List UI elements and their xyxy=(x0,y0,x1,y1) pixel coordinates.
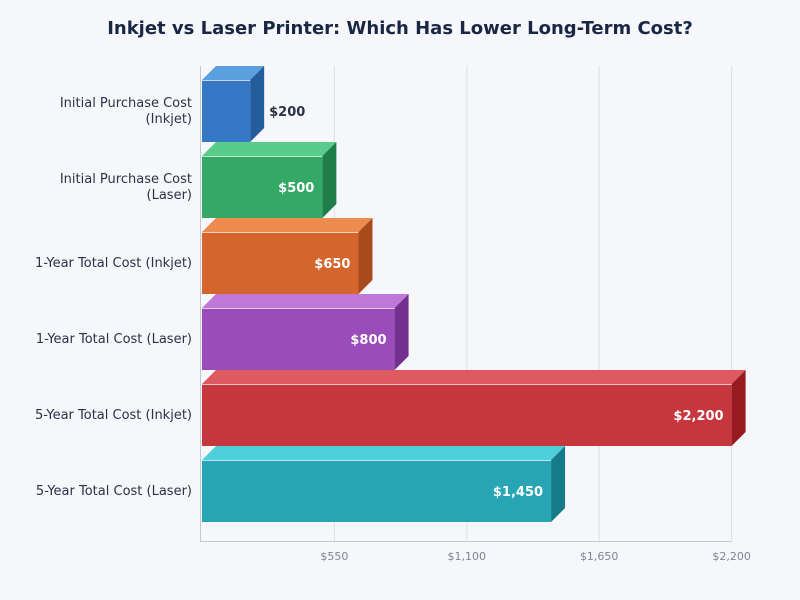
data-label: $1,450 xyxy=(493,485,543,500)
y-tick-label: 5-Year Total Cost (Laser) xyxy=(36,484,192,499)
bar xyxy=(202,384,732,446)
y-tick-label: 1-Year Total Cost (Laser) xyxy=(36,332,192,347)
bar-side-face xyxy=(322,142,337,218)
bar-group: $1,450 xyxy=(202,446,566,522)
x-tick-label: $1,100 xyxy=(448,550,487,563)
bar-top-face xyxy=(202,370,746,384)
bar-top-face xyxy=(202,218,373,232)
bar-side-face xyxy=(731,370,746,446)
bar xyxy=(202,460,552,522)
bar xyxy=(202,80,251,142)
y-tick-label: (Inkjet) xyxy=(146,112,192,127)
bar-top-face xyxy=(202,294,409,308)
y-tick-label: Initial Purchase Cost xyxy=(60,172,192,187)
y-tick-label: Initial Purchase Cost xyxy=(60,96,192,111)
y-tick-label: 1-Year Total Cost (Inkjet) xyxy=(35,256,192,271)
data-label: $2,200 xyxy=(673,409,723,424)
bar-top-face xyxy=(202,446,566,460)
bar-side-face xyxy=(551,446,566,522)
bar-side-face xyxy=(250,66,265,142)
x-tick-label: $2,200 xyxy=(712,550,751,563)
bar-group: $2,200 xyxy=(202,370,746,446)
y-tick-label: (Laser) xyxy=(147,188,192,203)
data-label: $650 xyxy=(314,257,350,272)
x-tick-label: $550 xyxy=(320,550,348,563)
bar-side-face xyxy=(358,218,373,294)
y-tick-label: 5-Year Total Cost (Inkjet) xyxy=(35,408,192,423)
bar xyxy=(202,156,323,218)
bar xyxy=(202,232,359,294)
bar-group: $800 xyxy=(202,294,409,370)
data-label: $800 xyxy=(350,333,386,348)
data-label: $200 xyxy=(269,105,305,120)
x-tick-label: $1,650 xyxy=(580,550,619,563)
bar-group: $650 xyxy=(202,218,373,294)
bar-group: $500 xyxy=(202,142,337,218)
chart-title: Inkjet vs Laser Printer: Which Has Lower… xyxy=(107,18,693,39)
bar-group: $200 xyxy=(202,66,305,142)
bar-side-face xyxy=(394,294,409,370)
bar-top-face xyxy=(202,142,337,156)
bar-top-face xyxy=(202,66,265,80)
bar xyxy=(202,308,395,370)
data-label: $500 xyxy=(278,181,314,196)
